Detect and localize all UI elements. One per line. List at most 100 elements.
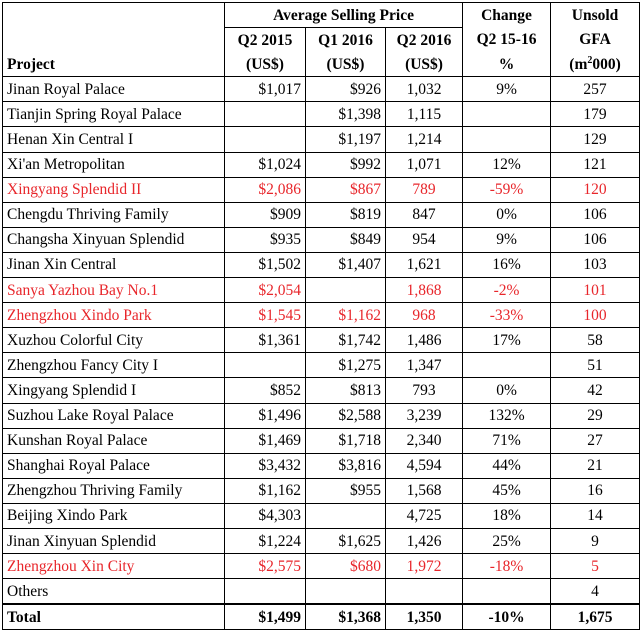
q2-2016-cell: 1,214 [384, 126, 464, 153]
unit-usd-q2-2016: (US$) [384, 52, 464, 78]
project-cell: Jinan Xinyuan Splendid [2, 527, 225, 555]
total-change: -10% [462, 603, 552, 631]
project-header: Project [2, 52, 225, 78]
table-body: Jinan Royal Palace $1,017 $926 1,032 9% 257 Ti… [2, 76, 640, 605]
q2-2015-cell: $1,502 [224, 251, 306, 279]
table-row: Tianjin Spring Royal Palace $1,398 1,115 17… [2, 101, 640, 128]
project-cell: Zhengzhou Xin City [2, 553, 225, 580]
gfa-cell: 4 [550, 578, 640, 605]
table-row: Kunshan Royal Palace $1,469 $1,718 2,340 71%… [2, 427, 640, 454]
q1-2016-cell: $1,718 [305, 427, 386, 454]
change-cell: -59% [462, 176, 552, 203]
gfa-cell: 5 [550, 553, 640, 580]
project-cell: Tianjin Spring Royal Palace [2, 101, 225, 128]
q2-2016-cell: 1,868 [384, 277, 464, 304]
project-cell: Xuzhou Colorful City [2, 327, 225, 354]
q2-2016-cell: 1,115 [384, 101, 464, 128]
project-cell: Henan Xin Central I [2, 126, 225, 153]
q2-2015-cell [224, 101, 306, 128]
project-cell: Jinan Xin Central [2, 251, 225, 279]
q1-2016-cell: $867 [305, 176, 386, 203]
gfa-cell: 29 [550, 402, 640, 429]
q1-2016-cell: $1,407 [305, 251, 386, 279]
q2-2016-cell: 1,071 [384, 151, 464, 178]
q1-2016-cell: $2,588 [305, 402, 386, 429]
q1-2016-cell: $1,162 [305, 302, 386, 329]
q1-2016-cell: $992 [305, 151, 386, 178]
q1-2016-cell [305, 502, 386, 529]
table-row: Henan Xin Central I $1,197 1,214 129 [2, 126, 640, 153]
q2-2015-cell: $909 [224, 201, 306, 228]
change-cell: -2% [462, 277, 552, 304]
q1-2016-cell: $1,275 [305, 352, 386, 379]
table-row: Jinan Xin Central $1,502 $1,407 1,621 16% 103 [2, 251, 640, 279]
table-row: Sanya Yazhou Bay No.1 $2,054 1,868 -2% 101 [2, 277, 640, 304]
q2-2016-cell: 847 [384, 201, 464, 228]
table-row: Zhengzhou Xin City $2,575 $680 1,972 -18% 5 [2, 553, 640, 580]
gfa-cell: 257 [550, 76, 640, 103]
gfa-header: GFA [550, 27, 640, 53]
q2-2016-cell: 793 [384, 377, 464, 404]
table-row: Changsha Xinyuan Splendid $935 $849 954 9% 10… [2, 226, 640, 253]
q1-2016-cell [305, 578, 386, 605]
total-q1-2016: $1,368 [305, 603, 386, 631]
q1-2016-cell [305, 277, 386, 304]
table-row: Chengdu Thriving Family $909 $819 847 0% 106 [2, 201, 640, 228]
q2-2016-cell: 1,032 [384, 76, 464, 103]
q2-2016-cell: 1,347 [384, 352, 464, 379]
gfa-cell: 27 [550, 427, 640, 454]
q2-2016-cell: 2,340 [384, 427, 464, 454]
gfa-cell: 121 [550, 151, 640, 178]
project-cell: Kunshan Royal Palace [2, 427, 225, 454]
q1-2016-cell: $926 [305, 76, 386, 103]
change-cell: 18% [462, 502, 552, 529]
change-cell: 45% [462, 477, 552, 504]
project-cell: Xi'an Metropolitan [2, 151, 225, 178]
q1-2016-cell: $813 [305, 377, 386, 404]
change-cell: 9% [462, 226, 552, 253]
q2-2016-cell: 1,486 [384, 327, 464, 354]
header-row-3: Project (US$) (US$) (US$) % (m2000) [2, 52, 640, 78]
table-row: Jinan Xinyuan Splendid $1,224 $1,625 1,426 2… [2, 527, 640, 555]
q2-2016-cell: 4,594 [384, 452, 464, 479]
gfa-cell: 129 [550, 126, 640, 153]
change-cell: 0% [462, 377, 552, 404]
q1-2016-cell: $1,625 [305, 527, 386, 555]
change-cell: 44% [462, 452, 552, 479]
project-cell: Xingyang Splendid II [2, 176, 225, 203]
q2-2015-cell: $1,024 [224, 151, 306, 178]
change-cell: 9% [462, 76, 552, 103]
table-row: Shanghai Royal Palace $3,432 $3,816 4,594 44… [2, 452, 640, 479]
q2-2015-header: Q2 2015 [224, 27, 306, 53]
total-gfa: 1,675 [550, 603, 640, 631]
q2-2016-cell: 789 [384, 176, 464, 203]
q2-2015-cell: $2,086 [224, 176, 306, 203]
project-cell: Zhengzhou Xindo Park [2, 302, 225, 329]
q2-2016-cell: 1,621 [384, 251, 464, 279]
project-cell: Changsha Xinyuan Splendid [2, 226, 225, 253]
q1-2016-cell: $680 [305, 553, 386, 580]
table-row: Xuzhou Colorful City $1,361 $1,742 1,486 17%… [2, 327, 640, 354]
q2-2015-cell: $4,303 [224, 502, 306, 529]
change-cell: 71% [462, 427, 552, 454]
gfa-cell: 51 [550, 352, 640, 379]
gfa-cell: 179 [550, 101, 640, 128]
gfa-cell: 101 [550, 277, 640, 304]
gfa-cell: 42 [550, 377, 640, 404]
q2-2016-cell: 1,972 [384, 553, 464, 580]
change-cell: 25% [462, 527, 552, 555]
change-cell: 132% [462, 402, 552, 429]
q2-2015-cell: $1,017 [224, 76, 306, 103]
q1-2016-header: Q1 2016 [305, 27, 386, 53]
change-cell [462, 101, 552, 128]
change-cell [462, 126, 552, 153]
table-row: Xi'an Metropolitan $1,024 $992 1,071 12% 121 [2, 151, 640, 178]
project-cell: Zhengzhou Thriving Family [2, 477, 225, 504]
q2-2015-cell: $1,361 [224, 327, 306, 354]
gfa-cell: 103 [550, 251, 640, 279]
table-row: Zhengzhou Thriving Family $1,162 $955 1,568… [2, 477, 640, 504]
change-cell: 12% [462, 151, 552, 178]
q2-2015-cell: $1,469 [224, 427, 306, 454]
project-cell: Others [2, 578, 225, 605]
change-cell [462, 352, 552, 379]
